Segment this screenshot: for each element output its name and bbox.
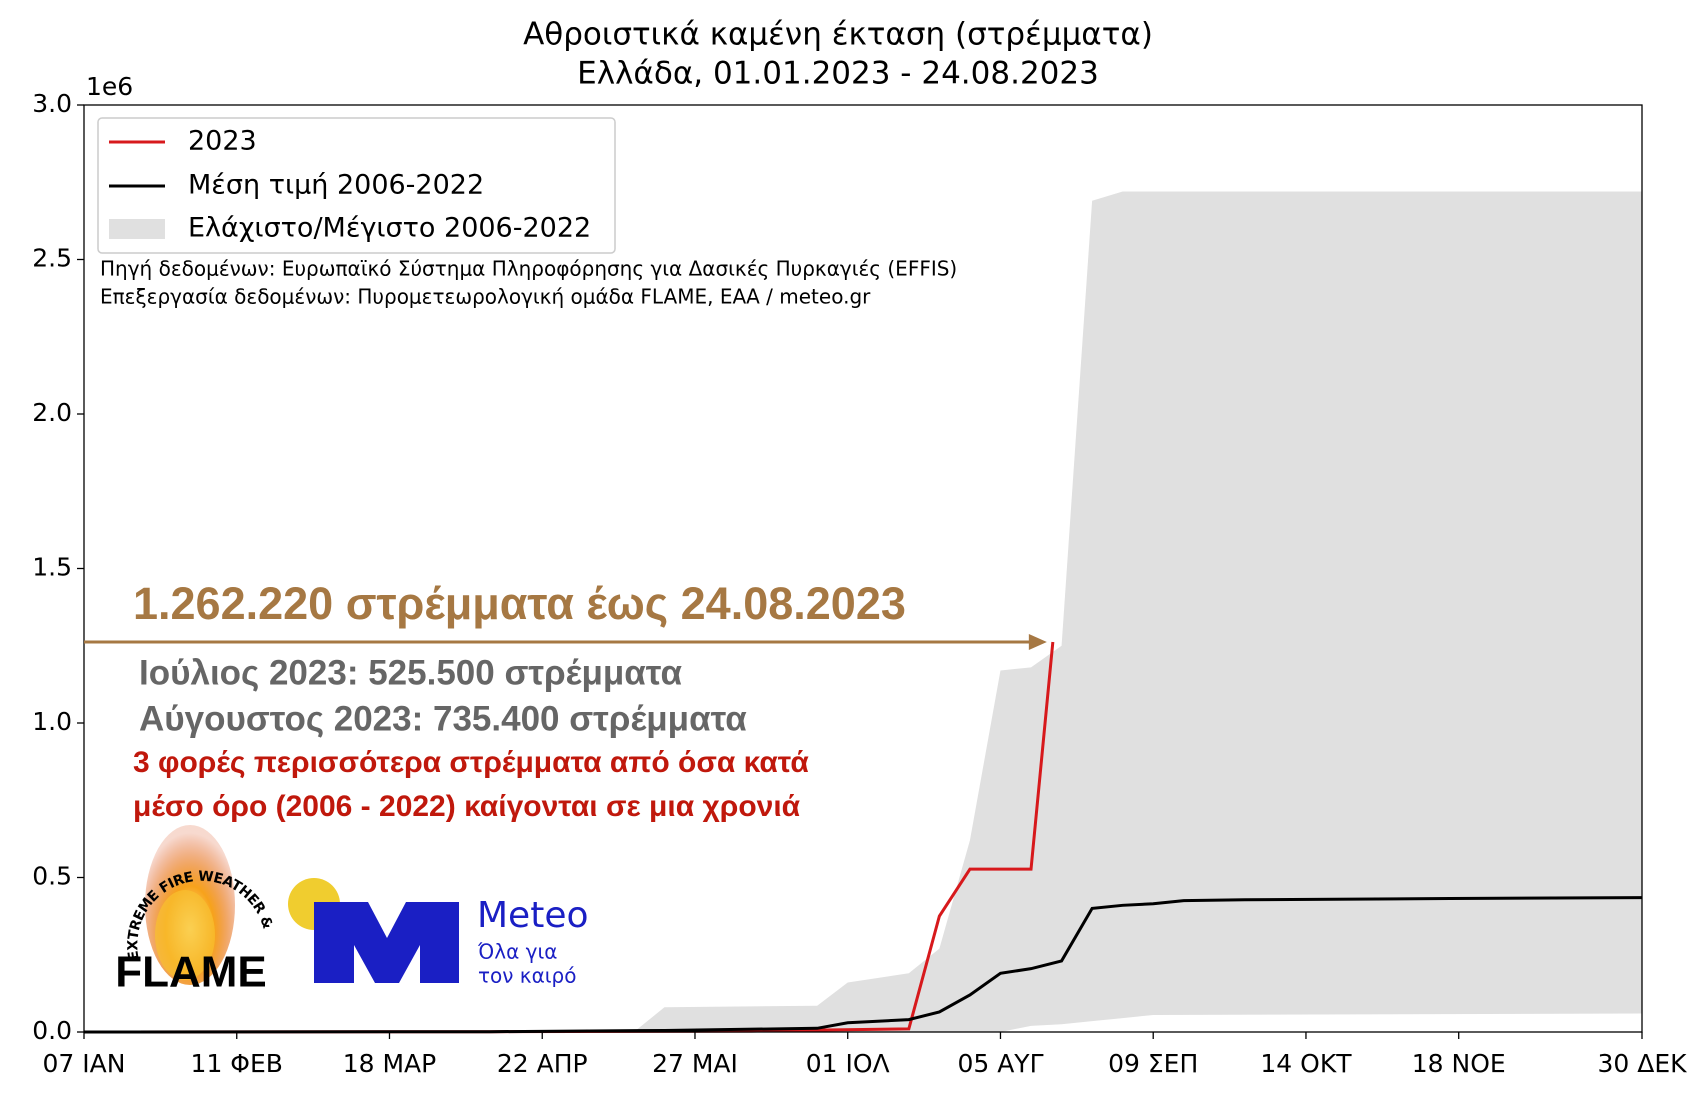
annotation: μέσο όρο (2006 - 2022) καίγονται σε μια …: [133, 790, 801, 823]
y-tick-label: 2.5: [32, 244, 72, 273]
y-tick-label: 3.0: [32, 89, 72, 118]
meteo-tagline: Όλα για: [477, 940, 557, 964]
chart-subtitle: Ελλάδα, 01.01.2023 - 24.08.2023: [577, 56, 1099, 92]
x-tick-label: 18 ΜΑΡ: [343, 1049, 437, 1078]
annotation-headline: 1.262.220 στρέμματα έως 24.08.2023: [133, 578, 906, 629]
x-tick-label: 09 ΣΕΠ: [1108, 1049, 1198, 1078]
x-tick-label: 11 ΦΕΒ: [191, 1049, 283, 1078]
x-tick-label: 18 ΝΟΕ: [1412, 1049, 1506, 1078]
min-max-band: [84, 191, 1642, 1032]
x-tick-label: 05 ΑΥΓ: [957, 1049, 1043, 1078]
x-tick-label: 01 ΙΟΛ: [806, 1049, 890, 1078]
legend-swatch: [109, 219, 165, 239]
source-note: Επεξεργασία δεδομένων: Πυρομετεωρολογική…: [100, 285, 871, 309]
annotation: 3 φορές περισσότερα στρέμματα από όσα κα…: [133, 746, 809, 779]
flame-graphic: [155, 890, 215, 980]
annotation: Αύγουστος 2023: 735.400 στρέμματα: [139, 699, 747, 738]
annotation-arrowhead: [1028, 633, 1047, 650]
x-tick-label: 27 ΜΑΙ: [652, 1049, 738, 1078]
legend-label: Μέση τιμή 2006-2022: [188, 170, 484, 201]
plot-area: 0.0 0.5 1.0 1.5 2.0 2.5 3.0 07 ΙΑΝ 11 ΦΕΒ 18 ΜΑΡ 2…: [32, 89, 1687, 1078]
flame-logo-text: FLAME: [115, 948, 267, 997]
x-tick-label: 22 ΑΠΡ: [497, 1049, 588, 1078]
legend-box: [97, 117, 616, 254]
source-note: Πηγή δεδομένων: Ευρωπαϊκό Σύστημα Πληροφ…: [100, 257, 957, 281]
x-tick-label: 30 ΔΕΚ: [1597, 1049, 1687, 1078]
x-tick-label: 07 ΙΑΝ: [43, 1049, 126, 1078]
chart-title: Αθροιστικά καμένη έκταση (στρέμματα): [523, 17, 1153, 53]
series-line: [83, 896, 1643, 1034]
y-tick-label: 0.0: [32, 1016, 72, 1045]
y-offset-label: 1e6: [86, 72, 133, 101]
annotation: Ιούλιος 2023: 525.500 στρέμματα: [139, 653, 682, 692]
x-tick-label: 14 ΟΚΤ: [1260, 1049, 1352, 1078]
y-tick-label: 0.5: [32, 862, 72, 891]
y-tick-label: 1.5: [32, 553, 72, 582]
meteo-logo-text: Meteo: [477, 895, 589, 936]
legend-label: Ελάχιστο/Μέγιστο 2006-2022: [188, 213, 591, 244]
y-tick-label: 2.0: [32, 398, 72, 427]
meteo-m: [314, 902, 459, 983]
legend-label: 2023: [188, 126, 257, 157]
y-tick-label: 1.0: [32, 707, 72, 736]
meteo-tagline: τον καιρό: [478, 964, 576, 988]
